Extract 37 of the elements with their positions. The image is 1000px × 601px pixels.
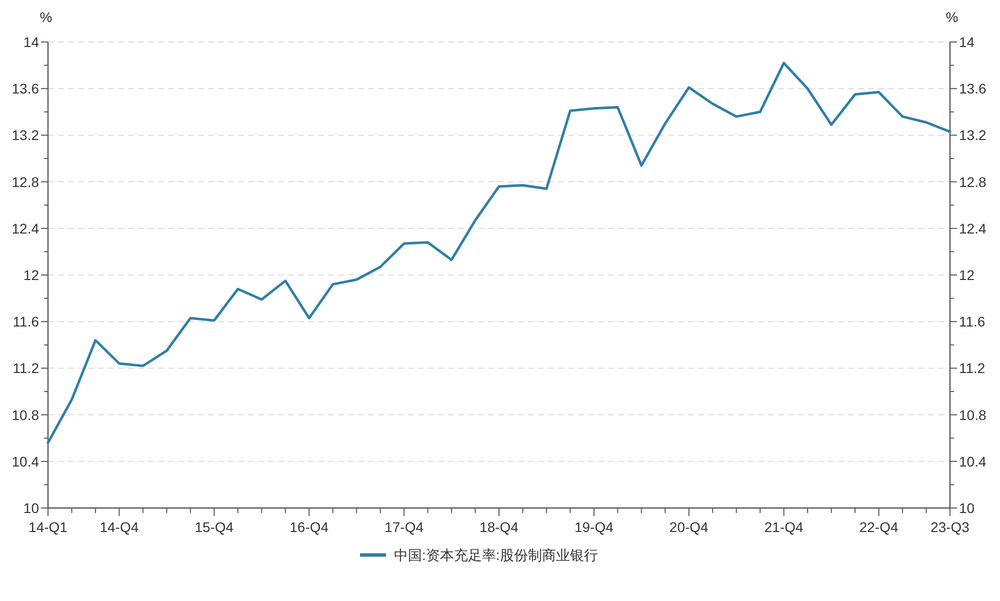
y2-tick-label: 12.4: [959, 220, 986, 236]
y-tick-label: 10: [23, 500, 40, 516]
x-tick-label: 15-Q4: [194, 519, 234, 535]
x-tick-label: 21-Q4: [764, 519, 804, 535]
y2-axis-title: %: [946, 9, 958, 25]
y2-tick-label: 13.6: [959, 80, 986, 97]
y2-tick-label: 10.8: [959, 406, 986, 423]
x-tick-label: 19-Q4: [574, 519, 614, 535]
y-tick-label: 11.2: [12, 360, 40, 376]
y-axis-title: %: [40, 9, 52, 25]
y-tick-label: 13.6: [12, 80, 40, 97]
y-tick-label: 10.4: [12, 453, 40, 470]
y2-tick-label: 14: [959, 34, 975, 50]
line-series: [46, 62, 952, 444]
x-tick-label: 18-Q4: [480, 519, 519, 535]
y-tick-label: 11.6: [12, 314, 40, 330]
y2-tick-label: 11.2: [959, 360, 986, 376]
x-tick-label: 14-Q4: [100, 519, 139, 535]
x-tick-label: 14-Q1: [28, 519, 68, 535]
y-tick-label: 12.8: [12, 174, 40, 190]
y2-tick-label: 12.8: [959, 174, 986, 190]
x-tick-label: 22-Q4: [859, 519, 898, 535]
x-tick-label: 20-Q4: [669, 519, 709, 535]
x-tick-label: 16-Q4: [290, 519, 329, 535]
x-tick-label: 17-Q4: [384, 519, 424, 535]
y-tick-label: 12: [23, 267, 40, 283]
y2-tick-label: 13.2: [959, 127, 986, 144]
y2-tick-label: 10.4: [959, 453, 986, 470]
y-tick-label: 12.4: [12, 220, 40, 236]
legend-label: 中国:资本充足率:股份制商业银行: [394, 547, 598, 563]
x-tick-label: 23-Q3: [930, 519, 970, 535]
y-tick-label: 14: [23, 34, 40, 50]
y2-tick-label: 11.6: [959, 314, 986, 330]
y-tick-label: 13.2: [12, 127, 40, 144]
y2-tick-label: 10: [959, 500, 975, 516]
y-tick-label: 10.8: [12, 406, 40, 423]
y2-tick-label: 12: [959, 267, 975, 283]
